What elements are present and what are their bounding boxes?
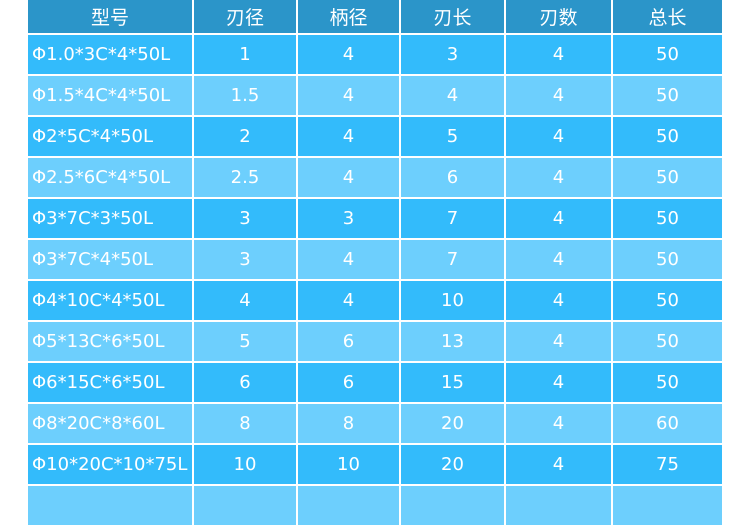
header-blade-diameter: 刃径	[193, 0, 298, 35]
cell-blade-length: 20	[399, 444, 506, 486]
header-blade-length: 刃长	[400, 0, 506, 35]
cell-shank-diameter: 4	[296, 239, 401, 281]
cell-total-length	[611, 485, 722, 527]
header-model: 型号	[28, 0, 194, 35]
table-row: Φ5*13C*6*50L 5 6 13 4 50	[28, 321, 722, 363]
table-row: Φ3*7C*4*50L 3 4 7 4 50	[28, 239, 722, 281]
cell-total-length: 50	[611, 321, 722, 363]
cell-flute-count: 4	[504, 444, 613, 486]
cell-shank-diameter: 6	[296, 321, 401, 363]
cell-flute-count: 4	[504, 403, 613, 445]
cell-blade-diameter: 2.5	[192, 157, 298, 199]
cell-model: Φ3*7C*3*50L	[28, 198, 194, 240]
cell-model	[28, 485, 194, 527]
cell-blade-length: 15	[399, 362, 506, 404]
cell-flute-count: 4	[504, 116, 613, 158]
header-total-length: 总长	[612, 0, 722, 35]
cell-blade-length: 7	[399, 239, 506, 281]
cell-model: Φ1.0*3C*4*50L	[28, 34, 194, 76]
cell-blade-diameter: 3	[192, 198, 298, 240]
cell-model: Φ2*5C*4*50L	[28, 116, 194, 158]
cell-total-length: 50	[611, 34, 722, 76]
table-row: Φ10*20C*10*75L 10 10 20 4 75	[28, 444, 722, 486]
cell-blade-length: 3	[399, 34, 506, 76]
cell-shank-diameter: 8	[296, 403, 401, 445]
cell-total-length: 60	[611, 403, 722, 445]
cell-total-length: 50	[611, 116, 722, 158]
cell-flute-count: 4	[504, 34, 613, 76]
cell-total-length: 50	[611, 198, 722, 240]
cell-flute-count	[504, 485, 613, 527]
cell-flute-count: 4	[504, 157, 613, 199]
cell-blade-length: 7	[399, 198, 506, 240]
cell-total-length: 75	[611, 444, 722, 486]
cell-shank-diameter: 3	[296, 198, 401, 240]
cell-model: Φ4*10C*4*50L	[28, 280, 194, 322]
cell-model: Φ8*20C*8*60L	[28, 403, 194, 445]
cell-shank-diameter: 4	[296, 116, 401, 158]
cell-shank-diameter: 10	[296, 444, 401, 486]
cell-blade-length: 13	[399, 321, 506, 363]
header-shank-diameter: 柄径	[297, 0, 401, 35]
cell-blade-length: 10	[399, 280, 506, 322]
table-row: Φ2.5*6C*4*50L 2.5 4 6 4 50	[28, 157, 722, 199]
cell-shank-diameter: 6	[296, 362, 401, 404]
table-row	[28, 485, 722, 527]
cell-blade-diameter: 1.5	[192, 75, 298, 117]
cell-total-length: 50	[611, 157, 722, 199]
cell-flute-count: 4	[504, 198, 613, 240]
table-row: Φ1.5*4C*4*50L 1.5 4 4 4 50	[28, 75, 722, 117]
cell-shank-diameter: 4	[296, 157, 401, 199]
cell-blade-length	[399, 485, 506, 527]
cell-flute-count: 4	[504, 362, 613, 404]
cell-blade-length: 20	[399, 403, 506, 445]
cell-blade-diameter: 6	[192, 362, 298, 404]
cell-shank-diameter: 4	[296, 75, 401, 117]
cell-flute-count: 4	[504, 239, 613, 281]
table-row: Φ4*10C*4*50L 4 4 10 4 50	[28, 280, 722, 322]
cell-blade-length: 5	[399, 116, 506, 158]
cell-total-length: 50	[611, 75, 722, 117]
table-row: Φ2*5C*4*50L 2 4 5 4 50	[28, 116, 722, 158]
cell-blade-length: 4	[399, 75, 506, 117]
cell-total-length: 50	[611, 280, 722, 322]
cell-blade-diameter: 2	[192, 116, 298, 158]
cell-blade-diameter	[192, 485, 298, 527]
cell-shank-diameter	[296, 485, 401, 527]
table-row: Φ1.0*3C*4*50L 1 4 3 4 50	[28, 34, 722, 76]
table-row: Φ3*7C*3*50L 3 3 7 4 50	[28, 198, 722, 240]
header-row: 型号 刃径 柄径 刃长 刃数 总长	[28, 0, 722, 35]
cell-blade-diameter: 10	[192, 444, 298, 486]
cell-flute-count: 4	[504, 321, 613, 363]
cell-blade-diameter: 5	[192, 321, 298, 363]
cell-flute-count: 4	[504, 75, 613, 117]
cell-shank-diameter: 4	[296, 34, 401, 76]
cell-blade-length: 6	[399, 157, 506, 199]
header-flute-count: 刃数	[505, 0, 613, 35]
cell-total-length: 50	[611, 239, 722, 281]
cell-model: Φ6*15C*6*50L	[28, 362, 194, 404]
cell-blade-diameter: 8	[192, 403, 298, 445]
cell-blade-diameter: 1	[192, 34, 298, 76]
cell-model: Φ3*7C*4*50L	[28, 239, 194, 281]
cell-model: Φ1.5*4C*4*50L	[28, 75, 194, 117]
table-row: Φ6*15C*6*50L 6 6 15 4 50	[28, 362, 722, 404]
cell-shank-diameter: 4	[296, 280, 401, 322]
cell-model: Φ10*20C*10*75L	[28, 444, 194, 486]
cell-model: Φ5*13C*6*50L	[28, 321, 194, 363]
table-row: Φ8*20C*8*60L 8 8 20 4 60	[28, 403, 722, 445]
cell-blade-diameter: 3	[192, 239, 298, 281]
cell-flute-count: 4	[504, 280, 613, 322]
spec-table: 型号 刃径 柄径 刃长 刃数 总长 Φ1.0*3C*4*50L 1 4 3 4 50 Φ1.5*4C*…	[28, 0, 722, 527]
cell-total-length: 50	[611, 362, 722, 404]
cell-model: Φ2.5*6C*4*50L	[28, 157, 194, 199]
cell-blade-diameter: 4	[192, 280, 298, 322]
